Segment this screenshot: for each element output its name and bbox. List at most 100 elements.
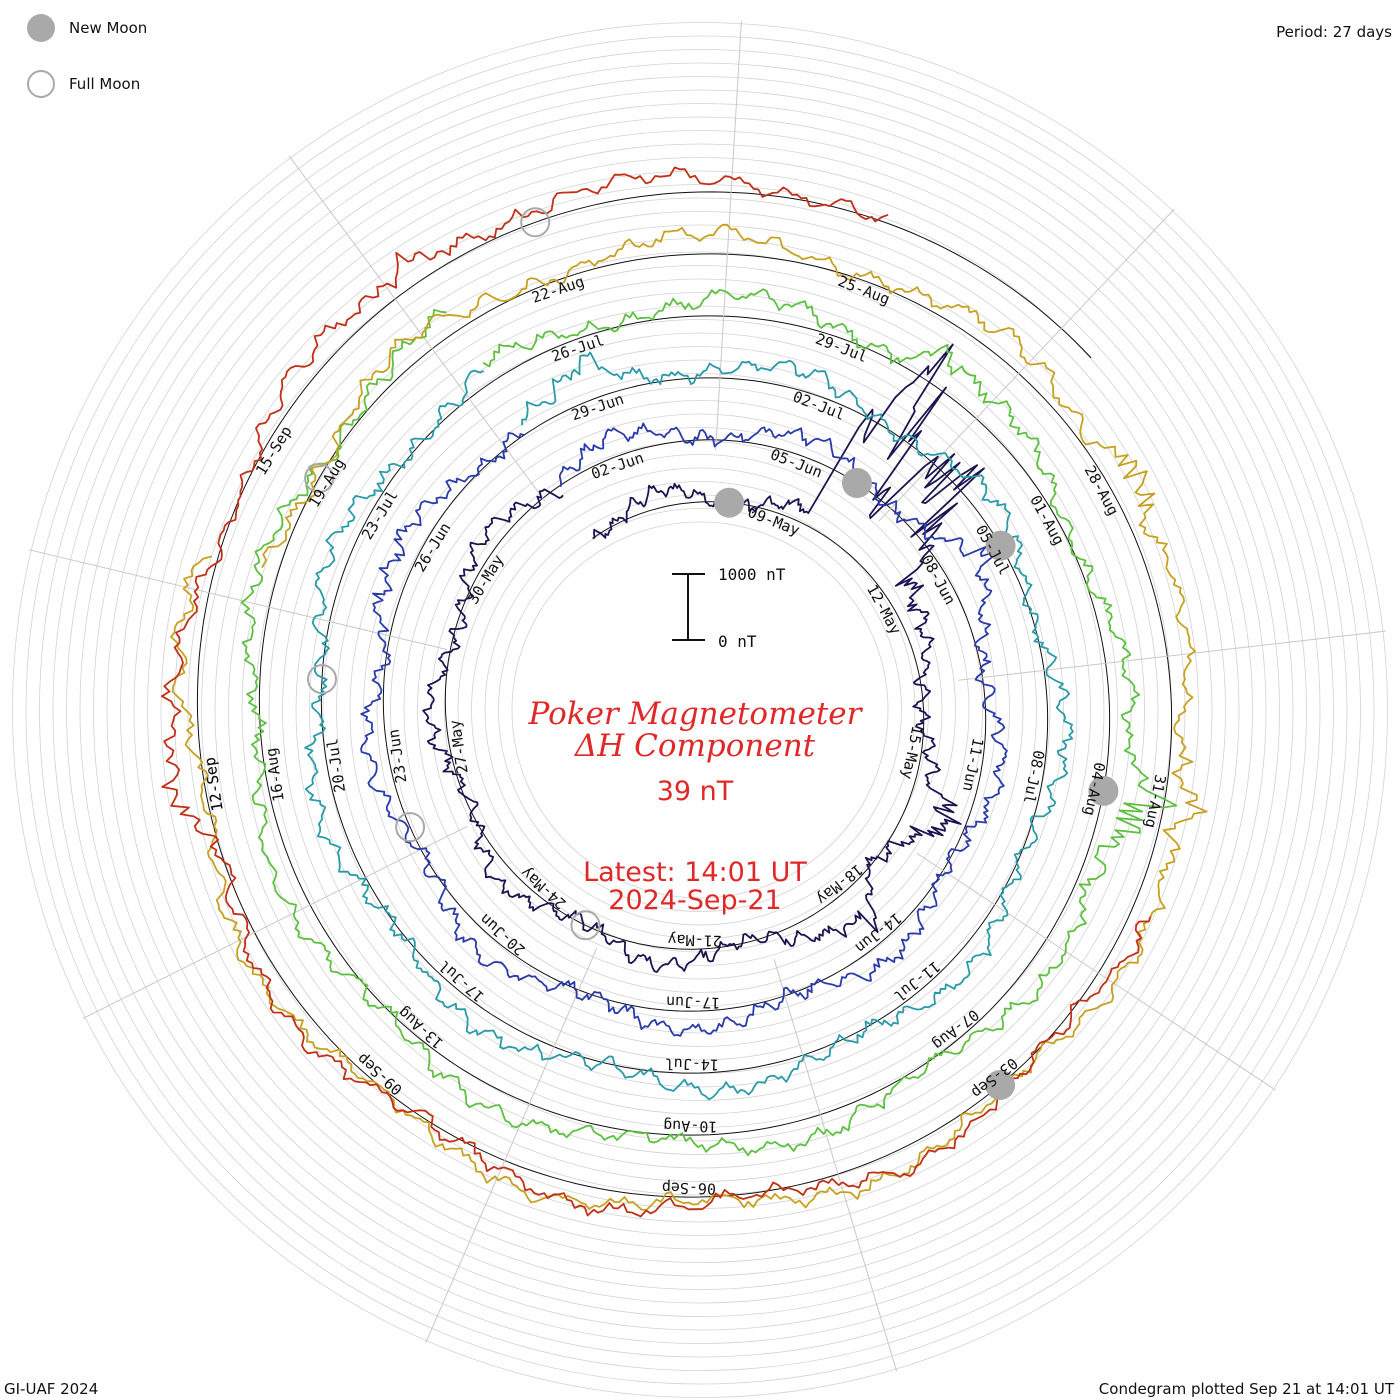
- spoke-line: [773, 959, 898, 1372]
- new-moon-icon: [27, 14, 55, 42]
- footer-plot-info: Condegram plotted Sep 21 at 14:01 UT: [1098, 1380, 1394, 1398]
- scale-bar: 1000 nT 0 nT: [672, 565, 786, 651]
- grid-ring: [390, 400, 1010, 1020]
- legend-new-moon: New Moon: [27, 14, 147, 42]
- latest-date: 2024-Sep-21: [608, 885, 782, 916]
- date-tick-label: 16-Aug: [262, 747, 288, 803]
- grid-ring: [120, 130, 1280, 1290]
- spokes: [28, 21, 1386, 1372]
- date-tick-label: 02-Jul: [790, 388, 847, 424]
- date-tick-label: 21-May: [667, 931, 722, 950]
- spoke-line: [958, 630, 1386, 681]
- trace-series-5: [170, 223, 1208, 1211]
- grid-ring: [417, 427, 983, 993]
- date-tick-label: 31-Aug: [1141, 773, 1169, 830]
- grid-ring: [160, 170, 1240, 1250]
- footer-credit: GI-UAF 2024: [4, 1380, 99, 1398]
- date-tick-label: 29-Jun: [569, 390, 626, 424]
- grid-ring: [93, 103, 1307, 1317]
- grid-ring: [363, 373, 1037, 1047]
- grid-ring: [52, 62, 1348, 1358]
- chart-title: Poker Magnetometer: [528, 696, 862, 732]
- current-value: 39 nT: [656, 776, 734, 807]
- grid-ring: [25, 35, 1375, 1385]
- grid-ring: [241, 251, 1159, 1169]
- date-tick-label: 12-Sep: [201, 756, 227, 812]
- date-tick-label: 23-Jul: [358, 487, 402, 543]
- chart-subtitle: ΔH Component: [574, 728, 816, 764]
- grid-ring: [444, 454, 956, 966]
- grid-ring: [133, 143, 1267, 1277]
- spoke-line: [288, 155, 546, 502]
- date-tick-label: 08-Jul: [1020, 749, 1048, 806]
- latest-time: Latest: 14:01 UT: [583, 857, 807, 888]
- grid-ring: [12, 22, 1388, 1398]
- grid-ring: [106, 116, 1294, 1304]
- date-tick-label: 20-Jun: [476, 910, 529, 959]
- trace-series-2: [360, 422, 1008, 1037]
- grid-ring: [322, 332, 1078, 1088]
- date-tick-label: 17-Jun: [666, 993, 721, 1012]
- trace-series-6: [161, 166, 1152, 1218]
- full-moon-marker: [307, 664, 337, 695]
- date-tick-label: 09-May: [745, 503, 802, 539]
- grid-ring: [484, 494, 916, 926]
- new-moon-marker: [985, 530, 1016, 561]
- spoke-line: [425, 948, 598, 1344]
- grid-ring: [66, 76, 1334, 1344]
- legend-full-moon: Full Moon: [27, 70, 140, 98]
- date-tick-label: 25-Aug: [835, 272, 892, 308]
- new-moon-marker: [842, 468, 872, 498]
- grid-ring: [39, 49, 1361, 1371]
- trace-series-4: [240, 288, 1178, 1157]
- full-moon-marker: [570, 910, 601, 941]
- grid: [12, 22, 1388, 1398]
- grid-ring: [349, 359, 1051, 1061]
- grid-ring: [79, 89, 1321, 1331]
- moon-markers: [304, 207, 1119, 1100]
- date-tick-label: 06-Sep: [662, 1178, 717, 1197]
- date-tick-label: 07-Aug: [929, 1006, 983, 1054]
- spoke-line: [82, 825, 468, 1019]
- date-tick-label: 20-Jul: [323, 737, 349, 793]
- grid-ring: [255, 265, 1145, 1155]
- date-tick-label: 13-Aug: [394, 1003, 447, 1052]
- full-moon-marker: [520, 207, 551, 238]
- date-tick-label: 12-May: [863, 581, 905, 637]
- date-tick-label: 30-May: [464, 552, 508, 608]
- spoke-line: [715, 21, 742, 451]
- grid-ring: [498, 508, 902, 912]
- date-tick-label: 23-Jun: [384, 728, 410, 784]
- date-tick-label: 04-Aug: [1080, 761, 1108, 818]
- grid-ring: [471, 481, 929, 939]
- grid-ring: [376, 386, 1024, 1034]
- date-tick-label: 01-Aug: [1026, 492, 1068, 548]
- grid-ring: [309, 319, 1091, 1101]
- grid-ring: [187, 197, 1213, 1223]
- grid-ring: [174, 184, 1226, 1236]
- date-tick-label: 10-Aug: [663, 1116, 718, 1135]
- grid-ring: [282, 292, 1118, 1128]
- date-tick-label: 05-Jun: [768, 445, 825, 481]
- new-moon-marker: [985, 1070, 1016, 1100]
- grid-ring: [511, 521, 889, 899]
- date-tick-label: 11-Jul: [890, 957, 944, 1005]
- full-moon-marker: [395, 812, 426, 843]
- spoke-line: [878, 208, 1175, 522]
- date-tick-label: 22-Aug: [529, 272, 586, 306]
- trace-series-1: [422, 343, 985, 973]
- scale-bar-top-label: 1000 nT: [718, 565, 786, 584]
- date-tick-label: 14-Jul: [664, 1054, 719, 1073]
- spoke-line: [916, 852, 1277, 1091]
- period-label: Period: 27 days: [1276, 23, 1392, 41]
- legend-new-moon-label: New Moon: [69, 19, 148, 37]
- full-moon-marker: [304, 463, 335, 494]
- trace-series-3: [304, 351, 1074, 1101]
- grid-ring: [430, 440, 970, 980]
- legend-full-moon-label: Full Moon: [69, 75, 141, 93]
- grid-ring: [147, 157, 1253, 1263]
- new-moon-marker: [714, 487, 745, 518]
- scale-bar-bottom-label: 0 nT: [718, 632, 757, 651]
- new-moon-marker: [1088, 775, 1119, 806]
- date-tick-label: 08-Jun: [917, 552, 959, 608]
